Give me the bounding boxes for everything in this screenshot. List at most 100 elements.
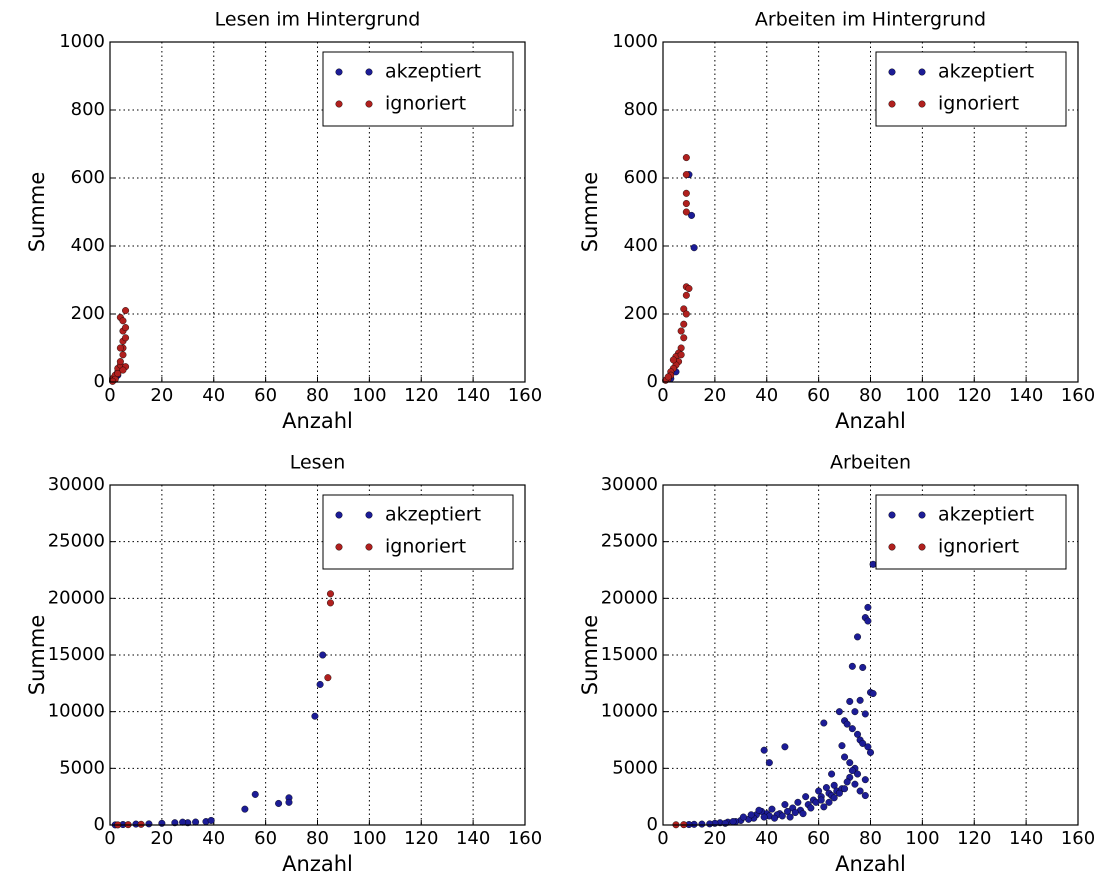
y-tick-label: 0 [94,814,105,835]
point [119,351,127,359]
legend-marker [918,511,926,519]
point [729,818,737,826]
legend-marker [335,68,343,76]
axes-frame [109,41,526,383]
y-tick-label: 5000 [59,757,105,778]
point [677,351,685,359]
legend-marker [335,543,343,551]
point [326,590,334,598]
point [316,680,324,688]
point [848,662,856,670]
subplot: 0 20 40 60 80 100 120 140 160 0 5000 10000 15000 2000… [578,452,1095,877]
point [854,633,862,641]
y-tick-label: 400 [624,235,658,256]
axes-frame [662,41,1079,383]
x-tick-label: 160 [1061,828,1095,849]
point [192,818,200,826]
point [682,171,690,179]
point [114,370,122,378]
point [706,820,714,828]
point [755,806,763,814]
y-tick-label: 30000 [601,474,658,495]
point [698,820,706,828]
legend-marker [888,100,896,108]
point [207,816,215,824]
point [771,814,779,822]
x-tick-label: 80 [306,385,329,406]
point [784,807,792,815]
point [815,787,823,795]
point [319,651,327,659]
point [828,770,836,778]
x-tick-label: 160 [508,828,542,849]
x-tick-label: 60 [254,385,277,406]
point [864,617,872,625]
point [739,813,747,821]
x-tick-label: 40 [755,385,778,406]
point [859,663,867,671]
point [680,320,688,328]
legend-marker [365,543,373,551]
y-tick-label: 400 [71,235,105,256]
y-tick-label: 600 [71,167,105,188]
point [791,809,799,817]
legend-box [322,51,514,127]
x-tick-label: 140 [1009,385,1043,406]
point [311,712,319,720]
y-tick-label: 25000 [601,531,658,552]
x-tick-label: 120 [957,385,991,406]
point [854,730,862,738]
x-tick-label: 80 [306,828,329,849]
point [841,785,849,793]
point [820,719,828,727]
x-tick-label: 40 [202,385,225,406]
point [324,674,332,682]
x-axis-label: Anzahl [282,852,353,876]
point [680,334,688,342]
point [830,781,838,789]
chart-title: Arbeiten im Hintergrund [755,9,986,31]
y-axis-label: Summe [25,615,49,695]
x-tick-label: 100 [905,828,939,849]
point [109,377,117,385]
legend-marker [365,100,373,108]
x-tick-label: 0 [657,828,668,849]
point [817,796,825,804]
point [241,805,249,813]
subplot: 0 20 40 60 80 100 120 140 160 0 5000 10000 15000 2000… [25,452,542,877]
point [765,759,773,767]
y-tick-label: 800 [71,99,105,120]
x-tick-label: 60 [254,828,277,849]
point [171,819,179,827]
legend-marker [888,511,896,519]
point [846,759,854,767]
point [682,199,690,207]
subplot: 0 20 40 60 80 100 120 140 160 0 200 400 600 800 1000 Le… [25,9,542,434]
chart-title: Lesen [290,452,346,474]
point [721,819,729,827]
point [861,776,869,784]
y-tick-label: 1000 [612,31,658,52]
chart-title: Lesen im Hintergrund [215,9,421,31]
x-tick-label: 60 [807,385,830,406]
legend-box [875,51,1067,127]
point [825,798,833,806]
y-tick-label: 10000 [601,701,658,722]
x-tick-label: 20 [150,828,173,849]
x-tick-label: 40 [202,828,225,849]
x-tick-label: 20 [703,385,726,406]
x-tick-label: 80 [859,828,882,849]
point [838,742,846,750]
x-tick-label: 100 [352,828,386,849]
point [841,753,849,761]
point [285,798,293,806]
x-tick-label: 160 [1061,385,1095,406]
point [116,344,124,352]
point [830,794,838,802]
y-tick-label: 10000 [48,701,105,722]
x-tick-label: 0 [104,828,115,849]
y-axis-label: Summe [578,172,602,252]
point [848,725,856,733]
x-tick-label: 40 [755,828,778,849]
x-axis-label: Anzahl [835,409,906,433]
